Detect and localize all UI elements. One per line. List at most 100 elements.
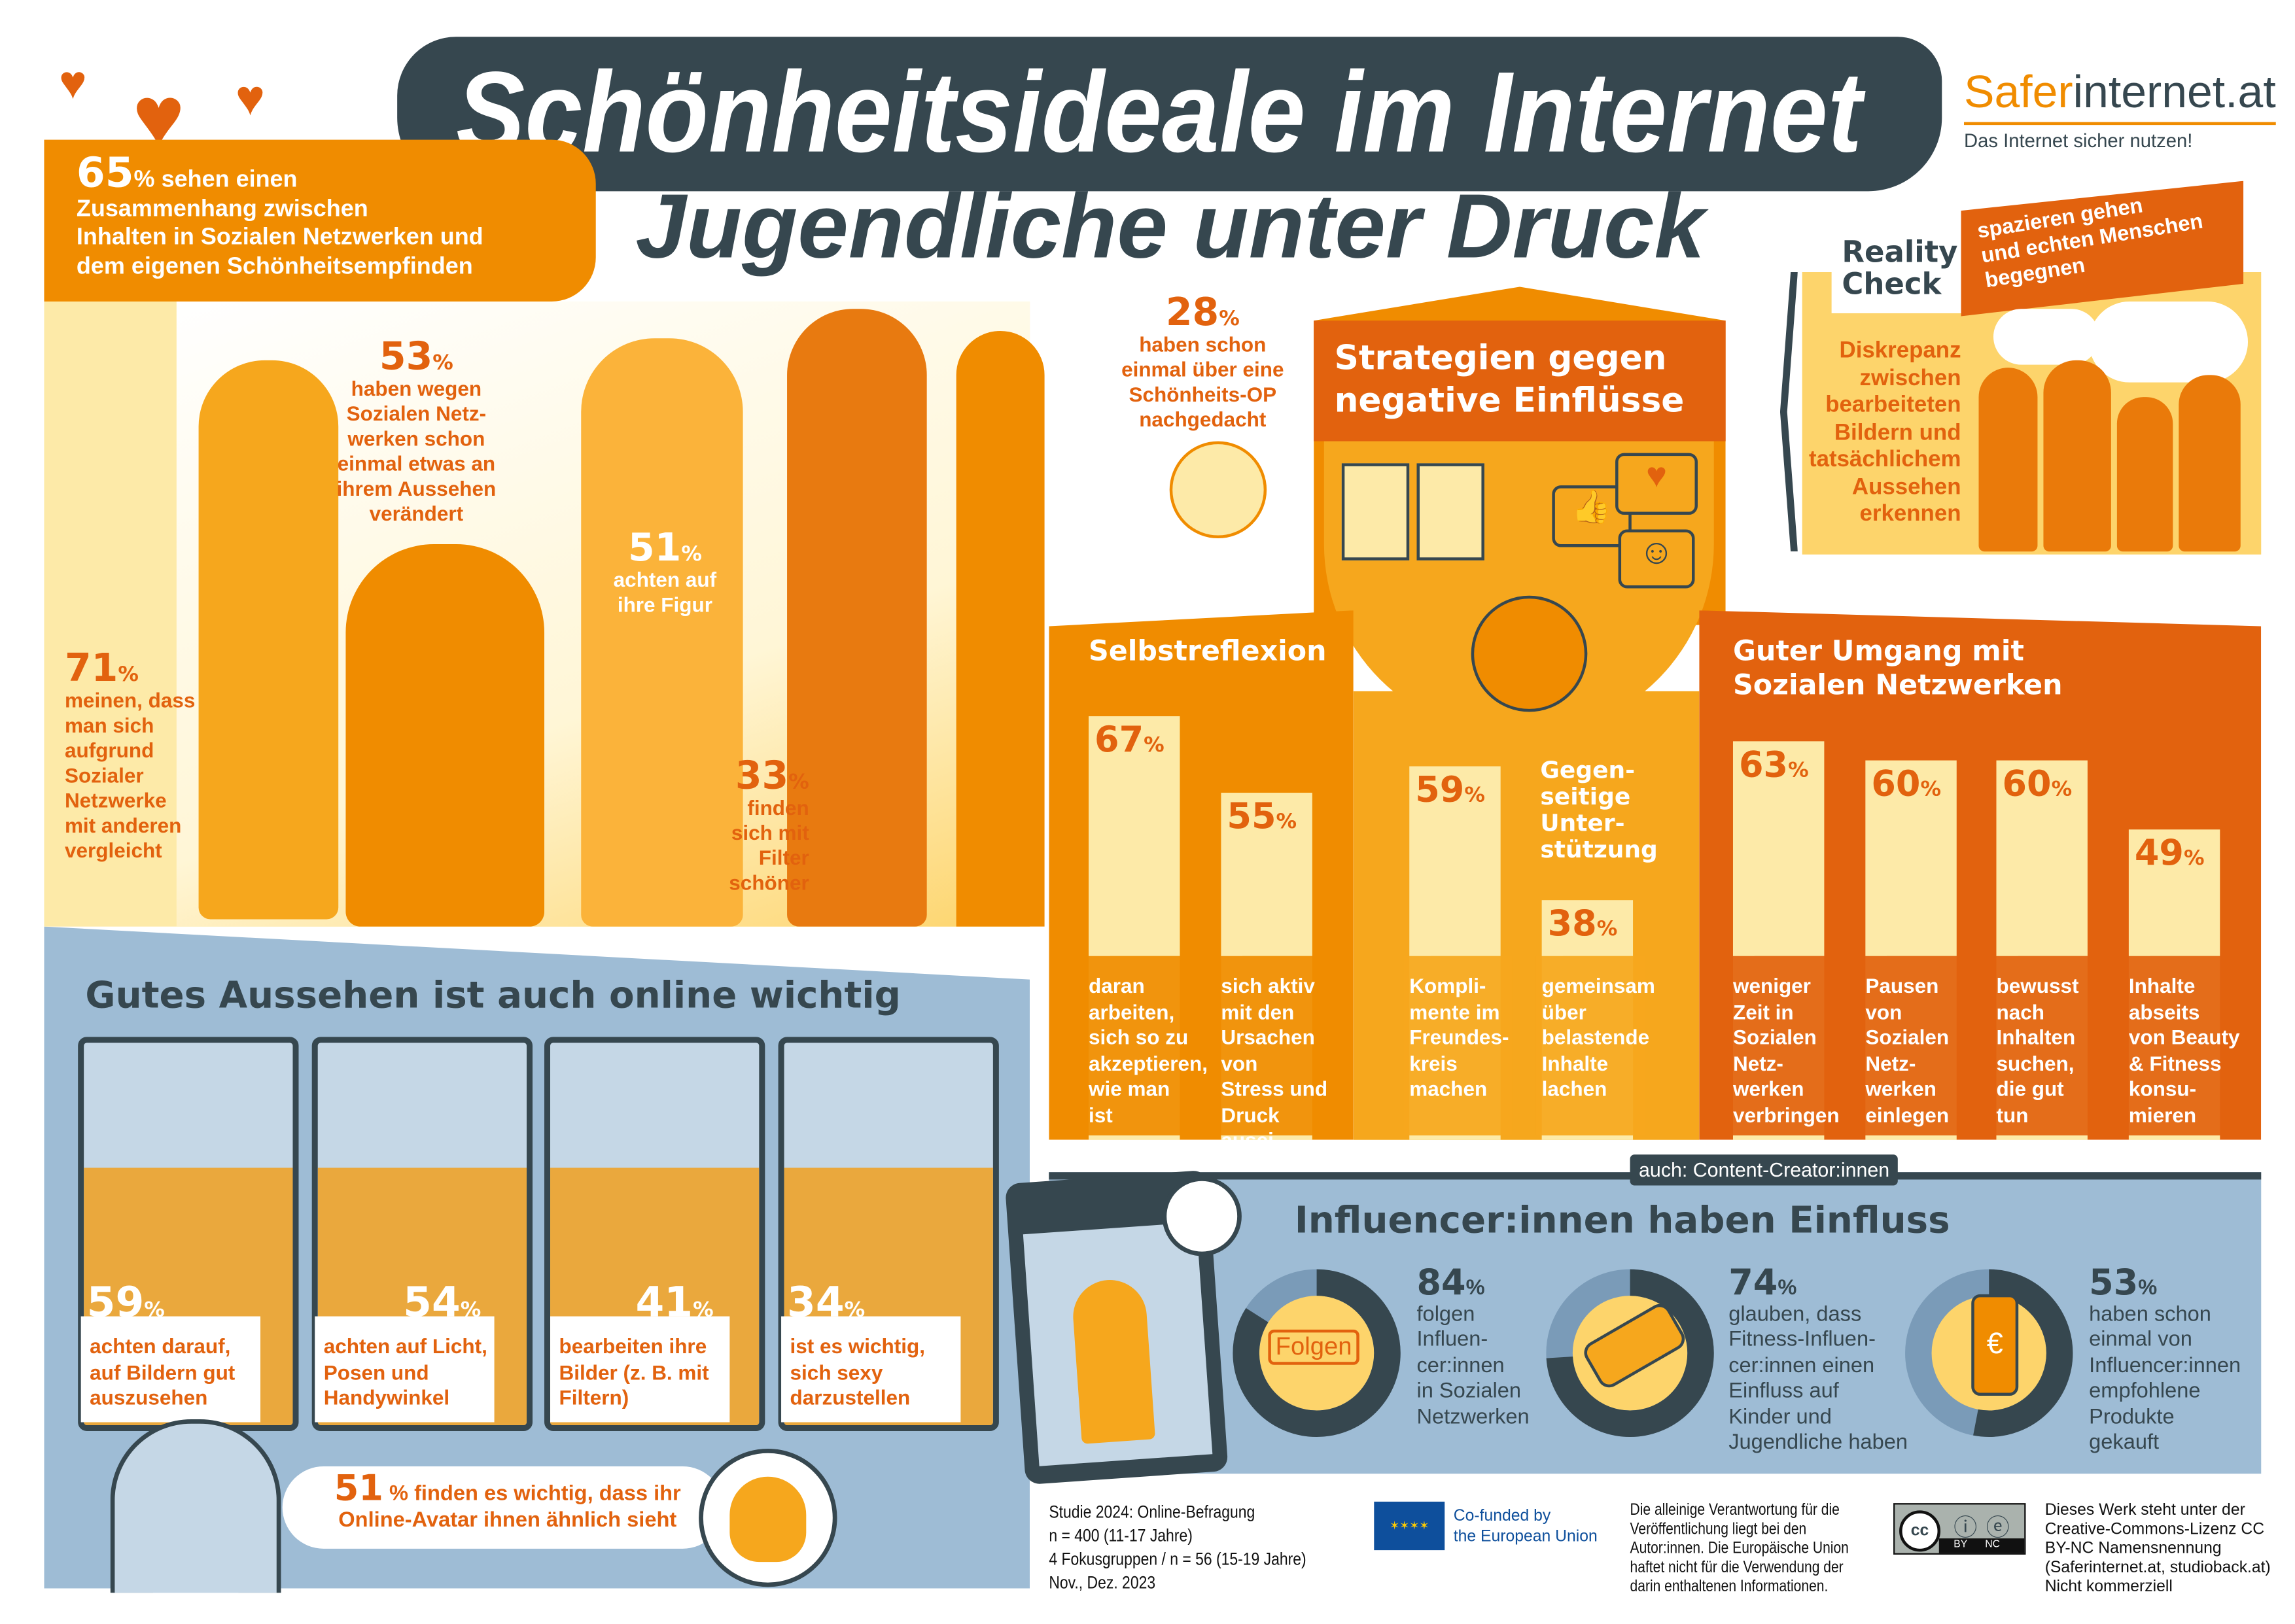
bar-label-box <box>1215 956 1324 1135</box>
intro-box <box>44 139 596 302</box>
influencer-pct: 84 <box>1416 1262 1466 1304</box>
license-text: Dieses Werk steht unter der Creative-Com… <box>2044 1501 2271 1596</box>
unit: % <box>1465 1276 1485 1300</box>
card-label: bearbeiten ihre Bilder (z. B. mit Filter… <box>550 1316 730 1423</box>
stat-28: 28% haben schon einmal über eine Schönhe… <box>1118 294 1288 432</box>
unit: % <box>118 663 139 687</box>
disclaimer: Die alleinige Verantwortung für die Verö… <box>1630 1501 1849 1596</box>
title-banner <box>397 37 1942 192</box>
strategy-title: Selbstreflexion <box>1089 635 1327 668</box>
cc-nc-label: NC <box>1985 1540 2001 1551</box>
bar-value: 63% <box>1738 744 1809 786</box>
stat-pct: 28 <box>1165 291 1219 336</box>
logo-text: Safer <box>1964 66 2073 118</box>
reality-title: Reality Check <box>1842 233 1958 302</box>
reality-text: Diskrepanz zwischen bearbeiteten Bildern… <box>1809 338 1961 527</box>
bar-value: 38% <box>1547 902 1618 944</box>
unit: % <box>1778 1276 1797 1300</box>
smiley-icon: ☺ <box>1618 529 1695 589</box>
logo-text: internet.at <box>2073 66 2276 118</box>
unit: % <box>2138 1276 2158 1300</box>
influencer-text: haben schon einmal von Influencer:innen … <box>2089 1302 2241 1455</box>
avatar-face <box>699 1448 837 1587</box>
bar-label-box <box>1859 956 1969 1135</box>
stat-text: finden sich mit Filter schöner <box>729 795 809 895</box>
person-figure <box>198 360 339 920</box>
bar-label: Pausen von Sozialen Netz- werken einlege… <box>1865 973 1950 1126</box>
intro-text: sehen einen Zusammenhang zwischen Inhalt… <box>76 167 483 279</box>
avatar-bubble <box>282 1466 724 1549</box>
avatar-stat: 51 % finden es wichtig, dass ihr Online-A… <box>294 1471 721 1534</box>
heart-bubble-icon: ♥ <box>1615 453 1698 515</box>
influencer-pct: 74 <box>1728 1262 1778 1304</box>
hands-together-icon <box>1471 595 1588 712</box>
strategy-heading: Strategien gegen negative Einflüsse <box>1314 320 1726 441</box>
stat-pct: 33 <box>735 754 789 799</box>
bar-label-box <box>1990 956 2099 1135</box>
nc-icon: ⓔ <box>1986 1516 2010 1542</box>
bar-label: weniger Zeit in Sozialen Netz- werken ve… <box>1732 973 1840 1126</box>
bar-label-box <box>1403 956 1513 1135</box>
intro-pct: 65 <box>76 148 134 198</box>
cc-icon: cc <box>1899 1510 1941 1552</box>
people-silhouettes <box>1978 360 2244 552</box>
card-label: achten auf Licht, Posen und Handywinkel <box>315 1316 495 1423</box>
bar-value: 67% <box>1095 719 1165 761</box>
person-figure <box>787 309 927 927</box>
bar-label: Kompli- mente im Freundes- kreis machen <box>1409 973 1509 1101</box>
by-icon: ⓘ <box>1953 1516 1978 1542</box>
cc-license-badge[interactable]: cc ⓘ ⓔ BY NC <box>1893 1503 2026 1555</box>
avatar <box>110 1419 281 1593</box>
bar-value: 60% <box>1871 763 1942 805</box>
bar-label: gemeinsam über belastende Inhalte lachen <box>1541 973 1655 1101</box>
heart-icon: ♥ <box>235 70 266 127</box>
bar-value: 60% <box>2002 763 2073 805</box>
bar-label-box <box>1726 956 1836 1135</box>
stat-text: meinen, dass man sich aufgrund Sozialer … <box>64 688 196 862</box>
follow-button-icon: Folgen <box>1268 1329 1359 1365</box>
bar-label-box <box>2122 956 2232 1135</box>
bar-label: bewusst nach Inhalten suchen, die gut tu… <box>1996 973 2079 1126</box>
cloud-icon <box>2089 301 2249 383</box>
stat-text: haben wegen Sozialen Netz- werken schon … <box>336 376 497 525</box>
logo-underline <box>1964 122 2276 126</box>
unit: % <box>133 167 155 193</box>
bar-label: Inhalte abseits von Beauty & Fitness kon… <box>2128 973 2240 1126</box>
unit: % <box>1219 307 1240 331</box>
person-figure <box>345 544 545 927</box>
avatar-text: finden es wichtig, dass ihr <box>414 1482 681 1506</box>
study-info: Studie 2024: Online-Befragung n = 400 (1… <box>1049 1501 1306 1593</box>
bar-label-box <box>1535 956 1645 1135</box>
megaphone-icon <box>1162 1176 1242 1256</box>
cc-by-label: BY <box>1953 1540 1968 1551</box>
page-subtitle: Jugendliche unter Druck <box>635 176 1706 279</box>
stat-pct: 53 <box>379 335 433 380</box>
stat-text: haben schon einmal über eine Schönheits-… <box>1121 332 1284 431</box>
logo[interactable]: Saferinternet.at Das Internet sicher nut… <box>1964 66 2276 152</box>
influencer-text: folgen Influen- cer:innen in Sozialen Ne… <box>1416 1302 1530 1429</box>
unit: % <box>788 770 809 795</box>
stat-pct: 51 <box>627 527 682 571</box>
product-bottle-icon: € <box>1971 1294 2019 1396</box>
stat-53: 53% haben wegen Sozialen Netz- werken sc… <box>336 338 497 527</box>
stat-pct: 71 <box>64 647 118 691</box>
person-figure <box>956 330 1045 927</box>
portrait-icon <box>1341 463 1410 561</box>
card-label: ist es wichtig, sich sexy darzustellen <box>781 1316 961 1423</box>
stat-71: 71% meinen, dass man sich aufgrund Sozia… <box>65 650 212 863</box>
page-title: Schönheitsideale im Internet <box>456 46 1863 177</box>
eu-flag-icon: ✶✶✶✶ <box>1374 1501 1445 1551</box>
mirror-icon <box>1416 463 1484 561</box>
stat-51: 51% achten auf ihre Figur <box>606 530 724 618</box>
eu-cofunded: Co-funded by the European Union <box>1453 1507 1598 1546</box>
influencer-tag: auch: Content-Creator:innen <box>1630 1154 1899 1186</box>
influencer-stat: 84% folgen Influen- cer:innen in Sozialen… <box>1416 1265 1529 1431</box>
donut-segment <box>1546 1269 1714 1437</box>
reality-title-box <box>1831 228 1965 313</box>
influencer-stat: 74% glauben, dass Fitness-Influen- cer:in… <box>1728 1265 1908 1457</box>
influencer-heading: Influencer:innen haben Einfluss <box>1294 1198 1950 1241</box>
cloud-icon <box>1993 309 2099 365</box>
donut-segment <box>1233 1269 1401 1437</box>
